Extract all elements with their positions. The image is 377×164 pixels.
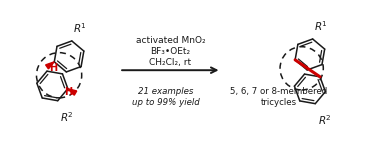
Polygon shape xyxy=(46,62,54,69)
Text: 5, 6, 7 or 8-membered: 5, 6, 7 or 8-membered xyxy=(230,87,327,96)
Polygon shape xyxy=(68,89,77,95)
Text: 21 examples: 21 examples xyxy=(138,87,193,96)
Text: CH₂Cl₂, rt: CH₂Cl₂, rt xyxy=(149,58,192,67)
Text: H: H xyxy=(64,87,72,97)
Text: H: H xyxy=(49,63,57,73)
Text: BF₃•OEt₂: BF₃•OEt₂ xyxy=(150,47,190,56)
Text: $R^1$: $R^1$ xyxy=(74,21,87,35)
Text: $R^2$: $R^2$ xyxy=(60,110,74,124)
Text: tricycles: tricycles xyxy=(261,98,297,107)
Text: $R^2$: $R^2$ xyxy=(317,113,331,127)
Text: up to 99% yield: up to 99% yield xyxy=(132,98,199,107)
Text: $R^1$: $R^1$ xyxy=(314,19,328,33)
Text: activated MnO₂: activated MnO₂ xyxy=(135,36,205,45)
